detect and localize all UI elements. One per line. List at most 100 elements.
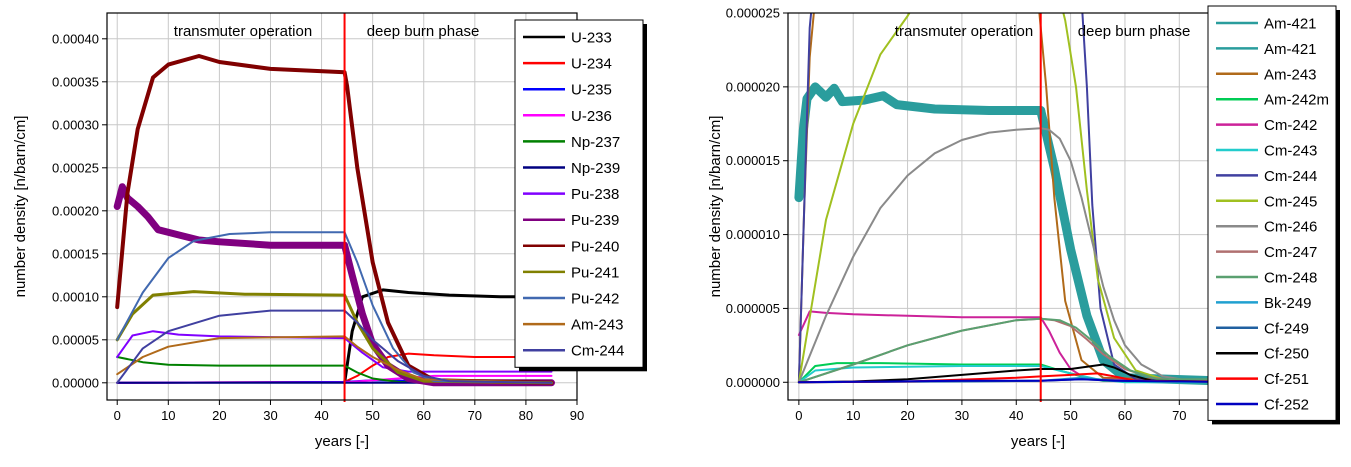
axes: 0 10 20 30 40 50 60 70 80 90 0.00000 0.00005 0.00010… <box>12 31 584 450</box>
y-tick-label: 0.00000 <box>52 375 99 390</box>
legend-label: Am-243 <box>1264 66 1317 83</box>
series-line-cm-244 <box>116 309 553 384</box>
series-line-u-234 <box>116 352 553 384</box>
series-line-pu-240 <box>115 54 554 385</box>
legend-label: Np-237 <box>571 134 620 151</box>
legend-label: Cm-245 <box>1264 193 1317 210</box>
series-line-cm-245 <box>797 13 1262 384</box>
y-axis-label: number density [n/barn/cm] <box>707 116 724 298</box>
legend-label: Cm-246 <box>1264 219 1317 236</box>
annotation-deep-burn-phase: deep burn phase <box>1078 23 1191 40</box>
y-tick-label: 0.00040 <box>52 31 99 46</box>
y-tick-label: 0.000025 <box>726 6 780 21</box>
annotation-transmuter-operation: transmuter operation <box>895 23 1033 40</box>
legend-label: Am-243 <box>571 317 624 334</box>
legend-box <box>1207 5 1337 421</box>
x-tick-label: 60 <box>1118 408 1132 423</box>
y-tick-label: 0.00015 <box>52 246 99 261</box>
legend-label: Pu-239 <box>571 212 619 229</box>
legend-label: U-233 <box>571 30 612 47</box>
series-line-cm-247 <box>797 317 1262 384</box>
series-line-cm-244 <box>797 13 1262 384</box>
y-tick-label: 0.000010 <box>726 227 780 242</box>
legend-label: Cf-252 <box>1264 397 1309 414</box>
legend-label: Cm-244 <box>571 343 624 360</box>
y-tick-label: 0.000020 <box>726 79 780 94</box>
legend-label: Np-239 <box>571 160 620 177</box>
y-tick-label: 0.00010 <box>52 289 99 304</box>
series-line-am-421 <box>794 82 1046 203</box>
y-tick-label: 0.00005 <box>52 332 99 347</box>
legend-label: Cm-242 <box>1264 117 1317 134</box>
series-line-cm-246 <box>797 127 1262 384</box>
y-tick-label: 0.00030 <box>52 117 99 132</box>
legend-label: Pu-240 <box>571 238 619 255</box>
legend-label: Cf-249 <box>1264 320 1309 337</box>
annotation-transmuter-operation: transmuter operation <box>174 23 312 40</box>
legend-label: Pu-241 <box>571 264 619 281</box>
y-tick-label: 0.000005 <box>726 301 780 316</box>
series-line-pu-239 <box>113 183 555 387</box>
legend-label: Am-421 <box>1264 41 1317 58</box>
x-tick-label: 10 <box>846 408 860 423</box>
axes: 01020304050607080900.0000000.0000050.000… <box>707 6 1295 451</box>
y-tick-label: 0.00020 <box>52 203 99 218</box>
series-line-am-243 <box>797 13 1262 384</box>
x-tick-label: 40 <box>1009 408 1023 423</box>
legend-label: Cm-247 <box>1264 244 1317 261</box>
chart-1: 0 10 20 30 40 50 60 70 80 90 0.00000 0.00005 0.00010… <box>12 12 647 450</box>
x-tick-label: 60 <box>417 408 431 423</box>
y-tick-label: 0.000000 <box>726 375 780 390</box>
legend-label: U-235 <box>571 82 612 99</box>
legend-label: Cf-251 <box>1264 371 1309 388</box>
x-tick-label: 20 <box>900 408 914 423</box>
x-tick-label: 40 <box>314 408 328 423</box>
series-line-cm-248 <box>797 317 1262 384</box>
x-tick-label: 30 <box>955 408 969 423</box>
x-tick-label: 50 <box>365 408 379 423</box>
series-group <box>794 13 1266 387</box>
x-tick-label: 50 <box>1063 408 1077 423</box>
chart-2: 01020304050607080900.0000000.0000050.000… <box>707 5 1340 451</box>
x-axis-label: years [-] <box>1011 433 1065 450</box>
legend-label: Cm-248 <box>1264 270 1317 287</box>
x-tick-label: 70 <box>468 408 482 423</box>
x-tick-label: 80 <box>519 408 533 423</box>
legend: U-233 U-234 U-235 U-236 Np-237 Np-239 Pu-238 Pu… <box>514 19 647 372</box>
series-line-am-243 <box>116 335 553 384</box>
series-line-cf-252 <box>797 378 1262 384</box>
legend-label: U-236 <box>571 108 612 125</box>
y-tick-label: 0.00035 <box>52 74 99 89</box>
x-tick-label: 0 <box>795 408 802 423</box>
series-line-u-233 <box>343 288 553 385</box>
y-tick-label: 0.00025 <box>52 160 99 175</box>
legend: Am-421 Am-421 Am-243 Am-242m Cm-242 Cm-243 Cm-… <box>1207 5 1340 425</box>
legend-label: Cm-244 <box>1264 168 1317 185</box>
legend-label: Pu-242 <box>571 291 619 308</box>
series-line-np-237 <box>116 356 553 384</box>
x-tick-label: 20 <box>212 408 226 423</box>
x-axis-label: years [-] <box>315 433 369 450</box>
legend-label: Am-421 <box>1264 16 1317 33</box>
y-tick-label: 0.000015 <box>726 153 780 168</box>
legend-label: U-234 <box>571 56 612 73</box>
x-tick-label: 70 <box>1172 408 1186 423</box>
grid <box>788 12 1289 400</box>
x-tick-label: 90 <box>570 408 584 423</box>
legend-label: Cf-250 <box>1264 346 1309 363</box>
annotation-deep-burn-phase: deep burn phase <box>367 23 480 40</box>
y-axis-label: number density [n/barn/cm] <box>12 116 29 298</box>
series-line-cm-242 <box>797 310 1262 384</box>
x-tick-label: 10 <box>161 408 175 423</box>
series-line-cf-250 <box>797 363 1262 384</box>
legend-label: Cm-243 <box>1264 143 1317 160</box>
legend-label: Bk-249 <box>1264 295 1312 312</box>
x-tick-label: 30 <box>263 408 277 423</box>
series-line-pu-242 <box>116 231 553 384</box>
legend-label: Am-242m <box>1264 92 1329 109</box>
x-tick-label: 0 <box>114 408 121 423</box>
legend-label: Pu-238 <box>571 186 619 203</box>
series-group <box>113 54 555 387</box>
